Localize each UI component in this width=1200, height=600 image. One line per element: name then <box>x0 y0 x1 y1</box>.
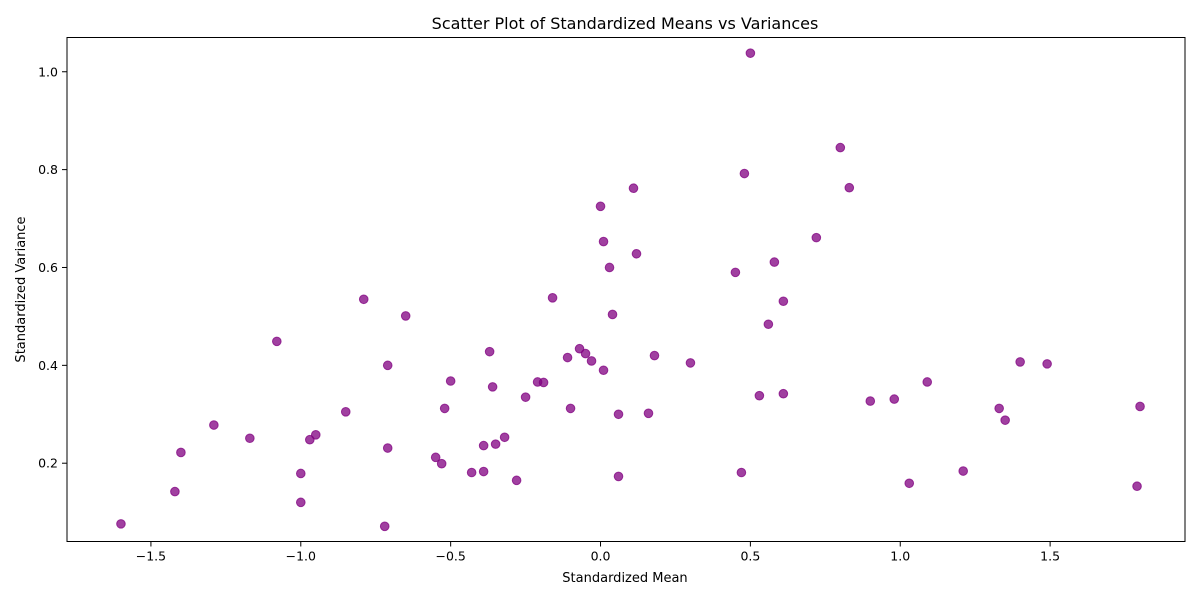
data-point <box>1042 359 1052 369</box>
points-layer <box>116 48 1145 532</box>
data-point <box>382 360 393 371</box>
data-point <box>778 388 789 399</box>
data-point <box>607 309 618 320</box>
data-point <box>176 447 186 458</box>
data-point <box>598 365 609 376</box>
data-point <box>598 236 609 247</box>
x-tick-label: 1.5 <box>1040 549 1060 564</box>
x-tick-label: 0.5 <box>740 549 760 564</box>
data-point <box>865 396 876 406</box>
data-point <box>586 356 597 366</box>
data-point <box>170 486 180 497</box>
data-point <box>295 497 306 508</box>
data-point <box>835 142 846 153</box>
x-axis: −1.5 −1.0 −0.5 0.0 0.5 1.0 1.5 <box>136 541 1060 564</box>
data-point <box>478 440 489 451</box>
data-point <box>580 348 591 359</box>
data-point <box>382 443 393 453</box>
y-tick-label: 0.4 <box>38 358 58 373</box>
data-point <box>745 48 756 58</box>
data-point <box>445 376 456 386</box>
data-point <box>631 248 642 259</box>
data-point <box>922 377 933 387</box>
data-point <box>811 232 822 243</box>
data-point <box>1000 415 1010 425</box>
data-point <box>613 409 624 420</box>
data-point <box>643 408 654 419</box>
data-point <box>958 466 968 476</box>
data-point <box>769 257 780 267</box>
data-point <box>379 521 390 532</box>
y-tick-label: 1.0 <box>38 64 58 79</box>
data-point <box>466 467 477 478</box>
data-point <box>649 350 660 361</box>
data-point <box>547 293 558 303</box>
data-point <box>595 201 606 212</box>
data-point <box>511 475 522 486</box>
plot-frame <box>66 37 1186 542</box>
data-point <box>272 336 282 347</box>
data-point <box>209 420 219 430</box>
data-point <box>430 452 441 463</box>
data-point <box>628 183 639 194</box>
data-point <box>310 430 321 440</box>
data-point <box>400 311 411 321</box>
data-point <box>499 432 510 443</box>
y-axis-label: Standardized Variance <box>14 216 29 362</box>
y-tick-label: 0.6 <box>38 260 58 275</box>
data-point <box>538 377 549 388</box>
data-point <box>604 262 615 273</box>
x-tick-label: 0.0 <box>591 549 611 564</box>
data-point <box>613 471 624 482</box>
x-tick-label: −1.5 <box>136 549 166 564</box>
data-point <box>484 346 495 357</box>
data-point <box>436 458 447 469</box>
y-axis: 0.2 0.4 0.6 0.8 1.0 <box>38 64 67 471</box>
data-point <box>1135 401 1145 412</box>
data-point <box>439 403 450 414</box>
data-point <box>295 468 306 479</box>
y-tick-label: 0.2 <box>38 456 58 471</box>
x-tick-label: 1.0 <box>890 549 910 564</box>
data-point <box>358 294 369 305</box>
data-point <box>889 394 900 404</box>
data-point <box>487 382 498 392</box>
chart-title: Scatter Plot of Standardized Means vs Va… <box>432 14 819 33</box>
data-point <box>763 319 774 330</box>
data-point <box>116 519 126 529</box>
data-point <box>730 267 741 278</box>
data-point <box>1132 481 1142 492</box>
data-point <box>520 392 531 402</box>
data-point <box>478 466 489 477</box>
y-tick-label: 0.8 <box>38 162 58 177</box>
data-point <box>1015 357 1025 367</box>
data-point <box>904 478 915 489</box>
x-tick-label: −0.5 <box>435 549 465 564</box>
data-point <box>844 182 855 193</box>
data-point <box>778 296 789 307</box>
data-point <box>994 403 1004 414</box>
data-point <box>754 390 765 401</box>
data-point <box>245 433 255 444</box>
data-point <box>490 439 501 449</box>
x-tick-label: −1.0 <box>286 549 316 564</box>
data-point <box>736 467 747 478</box>
data-point <box>565 403 576 414</box>
data-point <box>562 352 573 363</box>
data-point <box>739 168 750 179</box>
data-point <box>685 358 696 368</box>
x-axis-label: Standardized Mean <box>562 571 687 586</box>
data-point <box>340 407 351 417</box>
